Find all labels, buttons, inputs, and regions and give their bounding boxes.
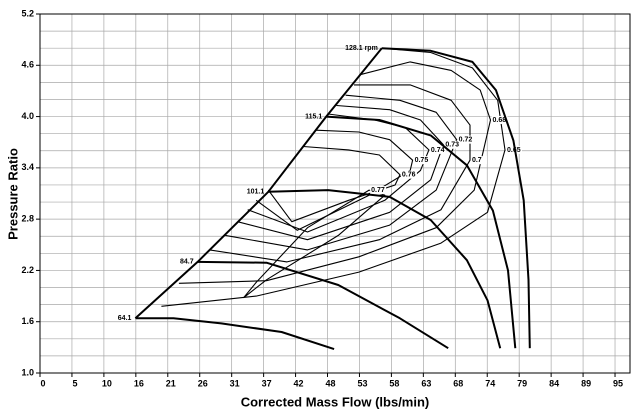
contour-label: 0.77 xyxy=(371,187,385,194)
x-tick-label: 26 xyxy=(198,378,208,388)
speed-label: 64.1 xyxy=(118,315,132,322)
surge-line xyxy=(134,47,383,320)
speed-line xyxy=(381,47,531,349)
label-bg xyxy=(444,140,461,149)
x-tick-label: 10 xyxy=(102,378,112,388)
x-axis-title: Corrected Mass Flow (lbs/min) xyxy=(241,394,430,409)
plot-frame xyxy=(39,13,631,374)
contour-label: 0.75 xyxy=(415,157,429,164)
contour-label: 0.76 xyxy=(402,172,416,179)
y-tick-label: 1.6 xyxy=(21,316,34,326)
x-tick-label: 42 xyxy=(294,378,304,388)
x-tick-label: 21 xyxy=(166,378,176,388)
contour-label: 0.68 xyxy=(493,117,507,124)
speed-label: 101.1 xyxy=(247,189,265,196)
contour-label: 0.7 xyxy=(472,157,482,164)
contour-label: 0.74 xyxy=(431,147,445,154)
x-tick-label: 5 xyxy=(72,378,77,388)
contour-label: 0.65 xyxy=(507,147,521,154)
speed-line xyxy=(197,260,449,350)
x-tick-label: 74 xyxy=(485,378,495,388)
speed-line xyxy=(268,189,502,349)
x-tick-label: 48 xyxy=(326,378,336,388)
x-tick-label: 89 xyxy=(581,378,591,388)
speed-line xyxy=(135,317,335,351)
x-tick-label: 95 xyxy=(613,378,623,388)
label-bg xyxy=(457,135,474,144)
y-tick-label: 4.6 xyxy=(21,60,34,70)
x-tick-label: 0 xyxy=(40,378,45,388)
speed-label: 84.7 xyxy=(180,259,194,266)
y-tick-label: 3.4 xyxy=(21,162,34,172)
label-bg xyxy=(491,115,508,124)
label-bg xyxy=(470,156,487,165)
x-tick-label: 79 xyxy=(517,378,527,388)
speed-label: 128.1 rpm xyxy=(345,45,378,52)
x-tick-label: 31 xyxy=(230,378,240,388)
x-tick-label: 53 xyxy=(357,378,367,388)
efficiency-contour xyxy=(237,104,444,241)
efficiency-contour xyxy=(255,129,414,231)
y-tick-label: 2.8 xyxy=(21,214,34,224)
contour-label: 0.72 xyxy=(459,136,473,143)
efficiency-contour xyxy=(161,47,506,307)
x-tick-label: 58 xyxy=(389,378,399,388)
y-tick-label: 1.0 xyxy=(21,367,34,377)
x-tick-label: 63 xyxy=(421,378,431,388)
y-tick-label: 2.2 xyxy=(21,265,34,275)
efficiency-contour xyxy=(178,61,492,284)
x-tick-label: 84 xyxy=(549,378,559,388)
x-tick-label: 37 xyxy=(262,378,272,388)
y-tick-label: 5.2 xyxy=(21,8,34,18)
speed-label: 115.1 xyxy=(305,113,322,120)
label-bg xyxy=(429,145,446,154)
label-bg xyxy=(400,170,417,179)
efficiency-contour xyxy=(267,145,401,223)
contour-label: 0.73 xyxy=(445,142,459,149)
speed-line xyxy=(326,115,517,349)
label-bg xyxy=(370,186,387,195)
label-bg xyxy=(505,145,522,154)
efficiency-contour xyxy=(209,84,471,263)
y-tick-label: 4.0 xyxy=(21,111,34,121)
x-tick-label: 16 xyxy=(134,378,144,388)
plot-area xyxy=(40,14,630,373)
label-bg xyxy=(413,156,430,165)
y-axis-title: Pressure Ratio xyxy=(5,148,20,240)
x-tick-label: 68 xyxy=(453,378,463,388)
